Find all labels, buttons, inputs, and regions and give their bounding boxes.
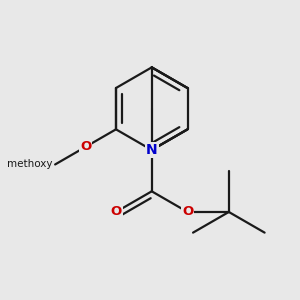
Text: O: O	[182, 206, 193, 218]
Text: N: N	[146, 143, 158, 157]
Text: O: O	[80, 140, 91, 153]
Text: O: O	[110, 206, 122, 218]
Text: methoxy: methoxy	[8, 160, 53, 170]
